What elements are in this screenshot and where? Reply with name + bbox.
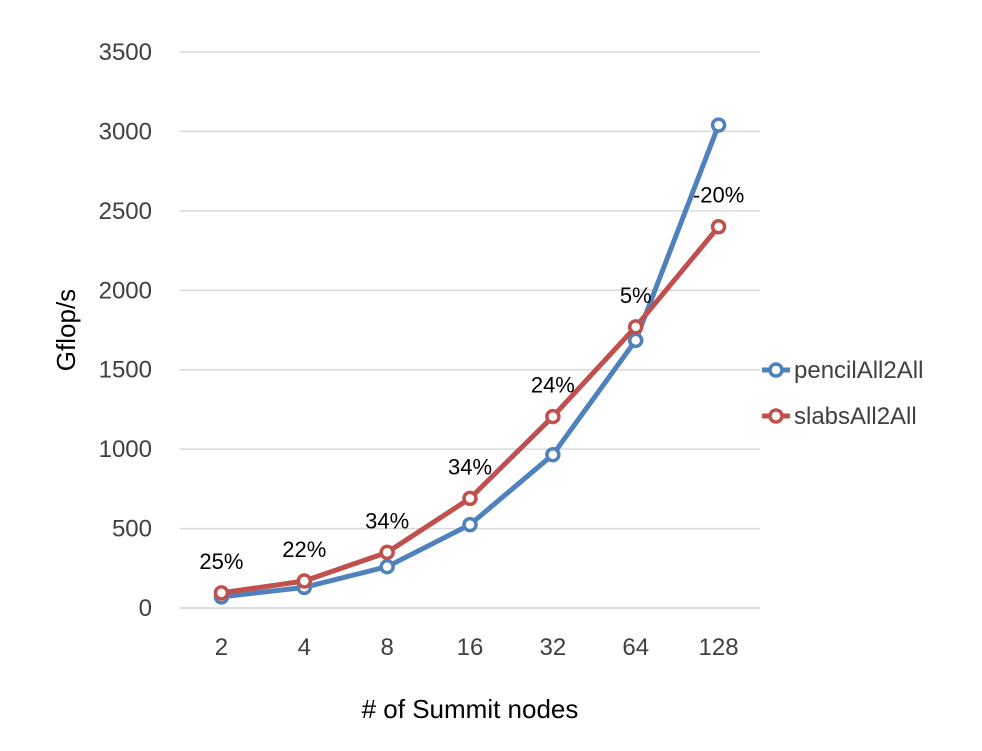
percent-annotation: 25%	[199, 549, 243, 574]
data-annotations: 25% 22% 34% 34% 24% 5% -20%	[199, 183, 744, 574]
data-point	[627, 332, 644, 349]
x-axis-title: # of Summit nodes	[362, 694, 579, 724]
y-tick-label: 2000	[99, 277, 152, 304]
data-point	[379, 544, 395, 561]
data-point	[545, 446, 561, 463]
x-tick-label: 64	[622, 634, 649, 661]
data-point	[545, 408, 561, 425]
percent-annotation: -20%	[693, 183, 744, 208]
y-tick-label: 0	[139, 595, 152, 622]
legend-marker	[768, 362, 784, 378]
gridlines	[180, 51, 760, 609]
percent-annotation: 34%	[365, 508, 409, 533]
y-tick-label: 2500	[99, 198, 152, 225]
legend-label: pencilAll2All	[794, 357, 923, 384]
data-point	[462, 490, 478, 507]
y-tick-label: 1000	[99, 436, 152, 463]
y-tick-label: 3000	[99, 118, 152, 145]
x-tick-label: 128	[699, 634, 739, 661]
y-axis-ticks: 0 500 1000 1500 2000 2500 3000 3500	[99, 39, 152, 622]
y-tick-label: 3500	[99, 39, 152, 66]
x-tick-label: 8	[380, 634, 393, 661]
x-tick-label: 16	[457, 634, 484, 661]
percent-annotation: 24%	[531, 373, 575, 398]
legend-marker	[768, 408, 784, 424]
series-pencilAll2All	[213, 117, 727, 605]
data-point	[627, 319, 644, 335]
x-axis-ticks: 2 4 8 16 32 64 128	[215, 634, 739, 661]
legend-entry: pencilAll2All	[762, 357, 923, 384]
x-tick-label: 4	[298, 634, 311, 661]
data-point	[379, 558, 395, 575]
y-tick-label: 1500	[99, 357, 152, 384]
y-tick-label: 500	[112, 516, 152, 543]
legend-label: slabsAll2All	[794, 403, 917, 430]
percent-annotation: 22%	[282, 537, 326, 562]
series-lines	[213, 117, 727, 605]
y-axis-title: Gflop/s	[51, 289, 81, 371]
percent-annotation: 5%	[620, 283, 652, 308]
percent-annotation: 34%	[448, 454, 492, 479]
series-slabsAll2All	[213, 218, 727, 601]
data-point	[296, 573, 313, 589]
x-tick-label: 32	[540, 634, 567, 661]
legend: pencilAll2All slabsAll2All	[762, 357, 923, 430]
x-tick-label: 2	[215, 634, 228, 661]
legend-entry: slabsAll2All	[762, 403, 917, 430]
data-point	[462, 516, 478, 533]
data-point	[710, 117, 727, 133]
data-point	[710, 218, 727, 235]
data-point	[213, 585, 230, 601]
